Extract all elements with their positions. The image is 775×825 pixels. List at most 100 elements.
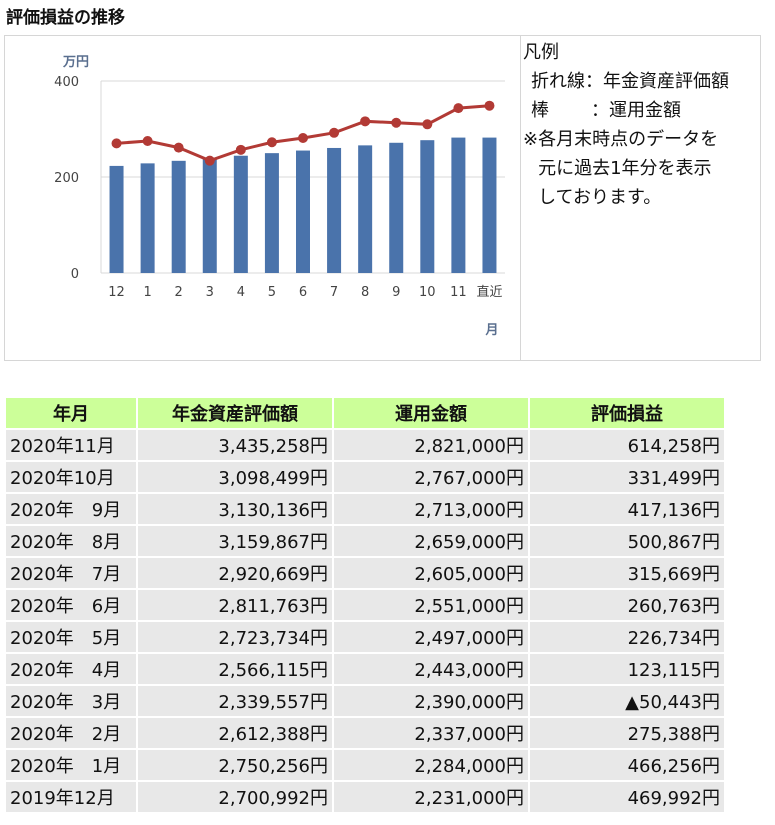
cell-profit-loss: 417,136円	[530, 494, 724, 524]
x-tick-label: 10	[419, 285, 436, 300]
bar-invested-amount	[202, 158, 217, 273]
x-tick-label: 7	[330, 285, 338, 300]
y-tick-label: 400	[54, 75, 79, 90]
table-row: 2020年 5月 2,723,734円 2,497,000円 226,734円	[6, 622, 724, 652]
bar-invested-amount	[358, 145, 373, 273]
valuation-table: 年月 年金資産評価額 運用金額 評価損益 2020年11月 3,435,258円 2…	[4, 396, 726, 814]
table-row: 2020年 8月 3,159,867円 2,659,000円 500,867円	[6, 526, 724, 556]
x-tick-label: 2	[175, 285, 183, 300]
cell-year-month: 2020年 6月	[6, 590, 136, 620]
x-tick-label: 12	[108, 285, 125, 300]
x-tick-label: 8	[361, 285, 369, 300]
line-point	[204, 155, 215, 166]
x-tick-label: 5	[268, 285, 276, 300]
cell-year-month: 2019年12月	[6, 782, 136, 812]
cell-invested-amount: 2,231,000円	[334, 782, 528, 812]
note-line: 各月末時点のデータを	[538, 129, 719, 150]
bar-invested-amount	[171, 160, 186, 273]
cell-profit-loss: 500,867円	[530, 526, 724, 556]
cell-invested-amount: 2,443,000円	[334, 654, 528, 684]
line-point	[173, 142, 184, 153]
cell-asset-value: 3,435,258円	[138, 430, 332, 460]
cell-asset-value: 2,920,669円	[138, 558, 332, 588]
bar-invested-amount	[296, 150, 310, 273]
cell-profit-loss: 275,388円	[530, 718, 724, 748]
cell-profit-loss: 226,734円	[530, 622, 724, 652]
x-tick-label: 直近	[476, 285, 502, 300]
x-tick-label: 6	[299, 285, 307, 300]
cell-profit-loss: 260,763円	[530, 590, 724, 620]
note-line: 元に過去1年分を表示	[538, 158, 712, 179]
line-point	[266, 137, 277, 148]
cell-asset-value: 2,811,763円	[138, 590, 332, 620]
table-body: 2020年11月 3,435,258円 2,821,000円 614,258円 2020…	[6, 430, 724, 812]
cell-profit-loss: 123,115円	[530, 654, 724, 684]
cell-profit-loss: 331,499円	[530, 462, 724, 492]
bar-invested-amount	[389, 142, 404, 273]
cell-asset-value: 2,612,388円	[138, 718, 332, 748]
cell-asset-value: 3,130,136円	[138, 494, 332, 524]
x-tick-label: 9	[392, 285, 400, 300]
legend-box: 凡例 折れ線：年金資産評価額 棒 ：運用金額 ※ 各月末時点のデータを 元に過去1…	[520, 36, 760, 360]
cell-asset-value: 2,566,115円	[138, 654, 332, 684]
cell-year-month: 2020年11月	[6, 430, 136, 460]
table-row: 2020年10月 3,098,499円 2,767,000円 331,499円	[6, 462, 724, 492]
line-point	[391, 117, 402, 128]
line-point	[298, 133, 308, 144]
y-tick-label: 0	[71, 267, 79, 282]
page-title: 評価損益の推移	[6, 8, 125, 28]
note-line: しております。	[538, 187, 662, 208]
cell-profit-loss: 469,992円	[530, 782, 724, 812]
bar-invested-amount	[140, 163, 155, 273]
cell-asset-value: 3,098,499円	[138, 462, 332, 492]
cell-profit-loss: 466,256円	[530, 750, 724, 780]
bar-invested-amount	[482, 137, 497, 273]
note-mark: ※	[523, 129, 539, 150]
bar-invested-amount	[420, 140, 435, 273]
line-point	[235, 144, 246, 155]
table-row: 2020年 4月 2,566,115円 2,443,000円 123,115円	[6, 654, 724, 684]
legend-note: ※ 各月末時点のデータを 元に過去1年分を表示 しております。	[523, 125, 760, 212]
note-text: 各月末時点のデータを 元に過去1年分を表示 しております。	[538, 125, 748, 212]
cell-asset-value: 2,339,557円	[138, 686, 332, 716]
cell-year-month: 2020年 3月	[6, 686, 136, 716]
table-row: 2020年 6月 2,811,763円 2,551,000円 260,763円	[6, 590, 724, 620]
header-invested-amount: 運用金額	[334, 398, 528, 428]
table-header-row: 年月 年金資産評価額 運用金額 評価損益	[6, 398, 724, 428]
cell-invested-amount: 2,659,000円	[334, 526, 528, 556]
header-asset-value: 年金資産評価額	[138, 398, 332, 428]
bar-invested-amount	[327, 147, 342, 273]
y-tick-label: 200	[54, 171, 79, 186]
bar-invested-amount	[233, 155, 248, 273]
legend-line-item: 折れ線：年金資産評価額	[531, 71, 729, 92]
x-axis-label: 月	[484, 323, 498, 338]
cell-year-month: 2020年10月	[6, 462, 136, 492]
line-point	[329, 127, 340, 138]
cell-profit-loss: 315,669円	[530, 558, 724, 588]
x-tick-label: 11	[450, 285, 467, 300]
bar-invested-amount	[109, 165, 124, 273]
cell-asset-value: 2,700,992円	[138, 782, 332, 812]
table-row: 2020年 2月 2,612,388円 2,337,000円 275,388円	[6, 718, 724, 748]
cell-invested-amount: 2,605,000円	[334, 558, 528, 588]
table-row: 2020年 1月 2,750,256円 2,284,000円 466,256円	[6, 750, 724, 780]
cell-year-month: 2020年 7月	[6, 558, 136, 588]
line-point	[453, 103, 464, 114]
legend-bar-text: ：運用金額	[591, 100, 681, 121]
bar-invested-amount	[264, 153, 279, 273]
x-tick-label: 3	[206, 285, 214, 300]
cell-asset-value: 2,750,256円	[138, 750, 332, 780]
cell-asset-value: 2,723,734円	[138, 622, 332, 652]
cell-invested-amount: 2,551,000円	[334, 590, 528, 620]
x-tick-label: 1	[143, 285, 151, 300]
cell-invested-amount: 2,821,000円	[334, 430, 528, 460]
cell-profit-loss: ▲50,443円	[530, 686, 724, 716]
x-tick-label: 4	[237, 285, 245, 300]
line-point	[484, 100, 495, 111]
legend-bar-item: 棒 ：運用金額	[523, 96, 760, 125]
cell-invested-amount: 2,767,000円	[334, 462, 528, 492]
line-point	[422, 119, 433, 130]
legend-bar-label: 棒	[531, 100, 549, 121]
line-point	[111, 138, 122, 149]
